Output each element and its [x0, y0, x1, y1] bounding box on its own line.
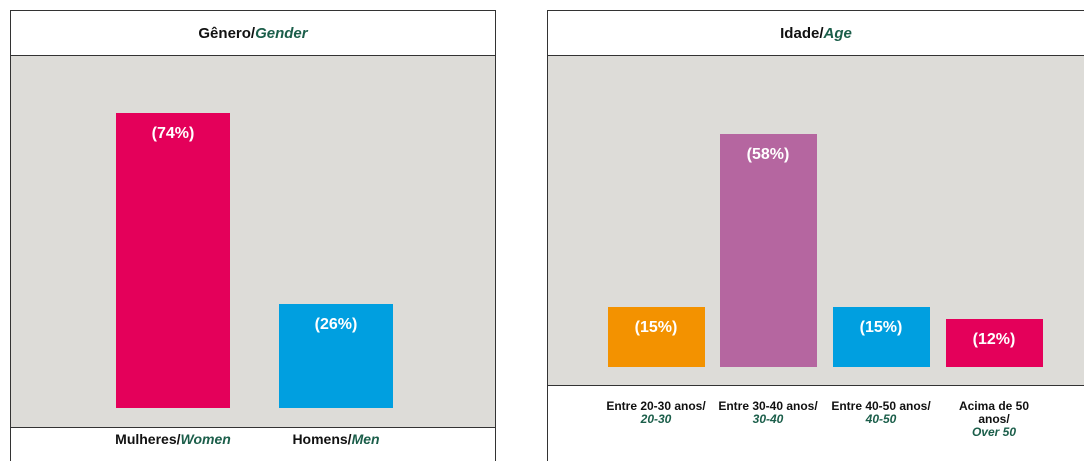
bar: (15%) — [607, 306, 705, 367]
bar: (26%) — [279, 304, 393, 408]
category: Acima de 50 anos/ — [958, 399, 1030, 426]
title-en: Age — [823, 24, 852, 42]
category: Homens/ — [292, 431, 352, 447]
bar: (15%) — [832, 306, 930, 367]
category-label: Homens/Men — [261, 431, 411, 447]
category-label: Mulheres/Women — [98, 431, 248, 447]
category-label: Acima de 50 anos/Over 50 — [944, 400, 1044, 439]
value-label: (74%) — [151, 125, 195, 142]
category: Entre 20-30 anos/ — [606, 399, 706, 413]
bar: (74%) — [116, 113, 230, 408]
value-label: (58%) — [746, 146, 790, 163]
value-label: (15%) — [859, 318, 903, 336]
panel-header: Gênero/Gender — [11, 11, 495, 56]
panel-header: Idade/Age — [548, 11, 1084, 56]
plot-area: (74%) (26%) — [11, 56, 495, 428]
category-en: 40-50 — [865, 412, 897, 426]
age-panel: Idade/Age (15%) (58%) (15%) (12%) Entre 20-… — [547, 10, 1084, 461]
category-label: Entre 40-50 anos/40-50 — [831, 400, 931, 426]
category-label: Entre 30-40 anos/30-40 — [718, 400, 818, 426]
category: Entre 30-40 anos/ — [718, 399, 818, 413]
title: Idade/ — [780, 24, 824, 42]
category-en: Men — [351, 431, 380, 447]
category-label: Entre 20-30 anos/20-30 — [606, 400, 706, 426]
value-label: (15%) — [634, 318, 678, 336]
bar: (12%) — [945, 318, 1043, 367]
value-label: (26%) — [314, 316, 358, 334]
bar: (58%) — [719, 134, 817, 367]
category-en: Women — [180, 431, 231, 447]
category-en: 30-40 — [752, 412, 784, 426]
category: Entre 40-50 anos/ — [831, 399, 931, 413]
category-en: Over 50 — [971, 425, 1017, 439]
category-en: 20-30 — [640, 412, 672, 426]
gender-panel: Gênero/Gender (74%) (26%) Mulheres/Women H… — [10, 10, 496, 461]
value-label: (12%) — [972, 330, 1016, 348]
title: Gênero/ — [198, 24, 256, 42]
title-en: Gender — [255, 24, 308, 42]
category: Mulheres/ — [115, 431, 181, 447]
plot-area: (15%) (58%) (15%) (12%) — [548, 56, 1084, 386]
